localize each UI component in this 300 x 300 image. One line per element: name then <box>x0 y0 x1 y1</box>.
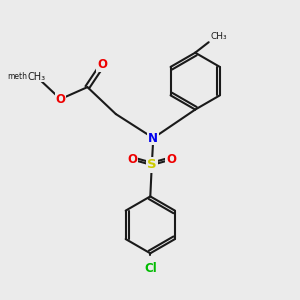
Text: CH₃: CH₃ <box>210 32 227 41</box>
Text: Cl: Cl <box>144 262 157 275</box>
Text: N: N <box>148 131 158 145</box>
Text: O: O <box>56 93 65 106</box>
Text: S: S <box>147 158 157 172</box>
Text: methyl: methyl <box>7 72 34 81</box>
Text: O: O <box>127 153 137 166</box>
Text: O: O <box>98 58 107 71</box>
Text: O: O <box>166 153 176 166</box>
Text: CH₃: CH₃ <box>28 72 46 82</box>
